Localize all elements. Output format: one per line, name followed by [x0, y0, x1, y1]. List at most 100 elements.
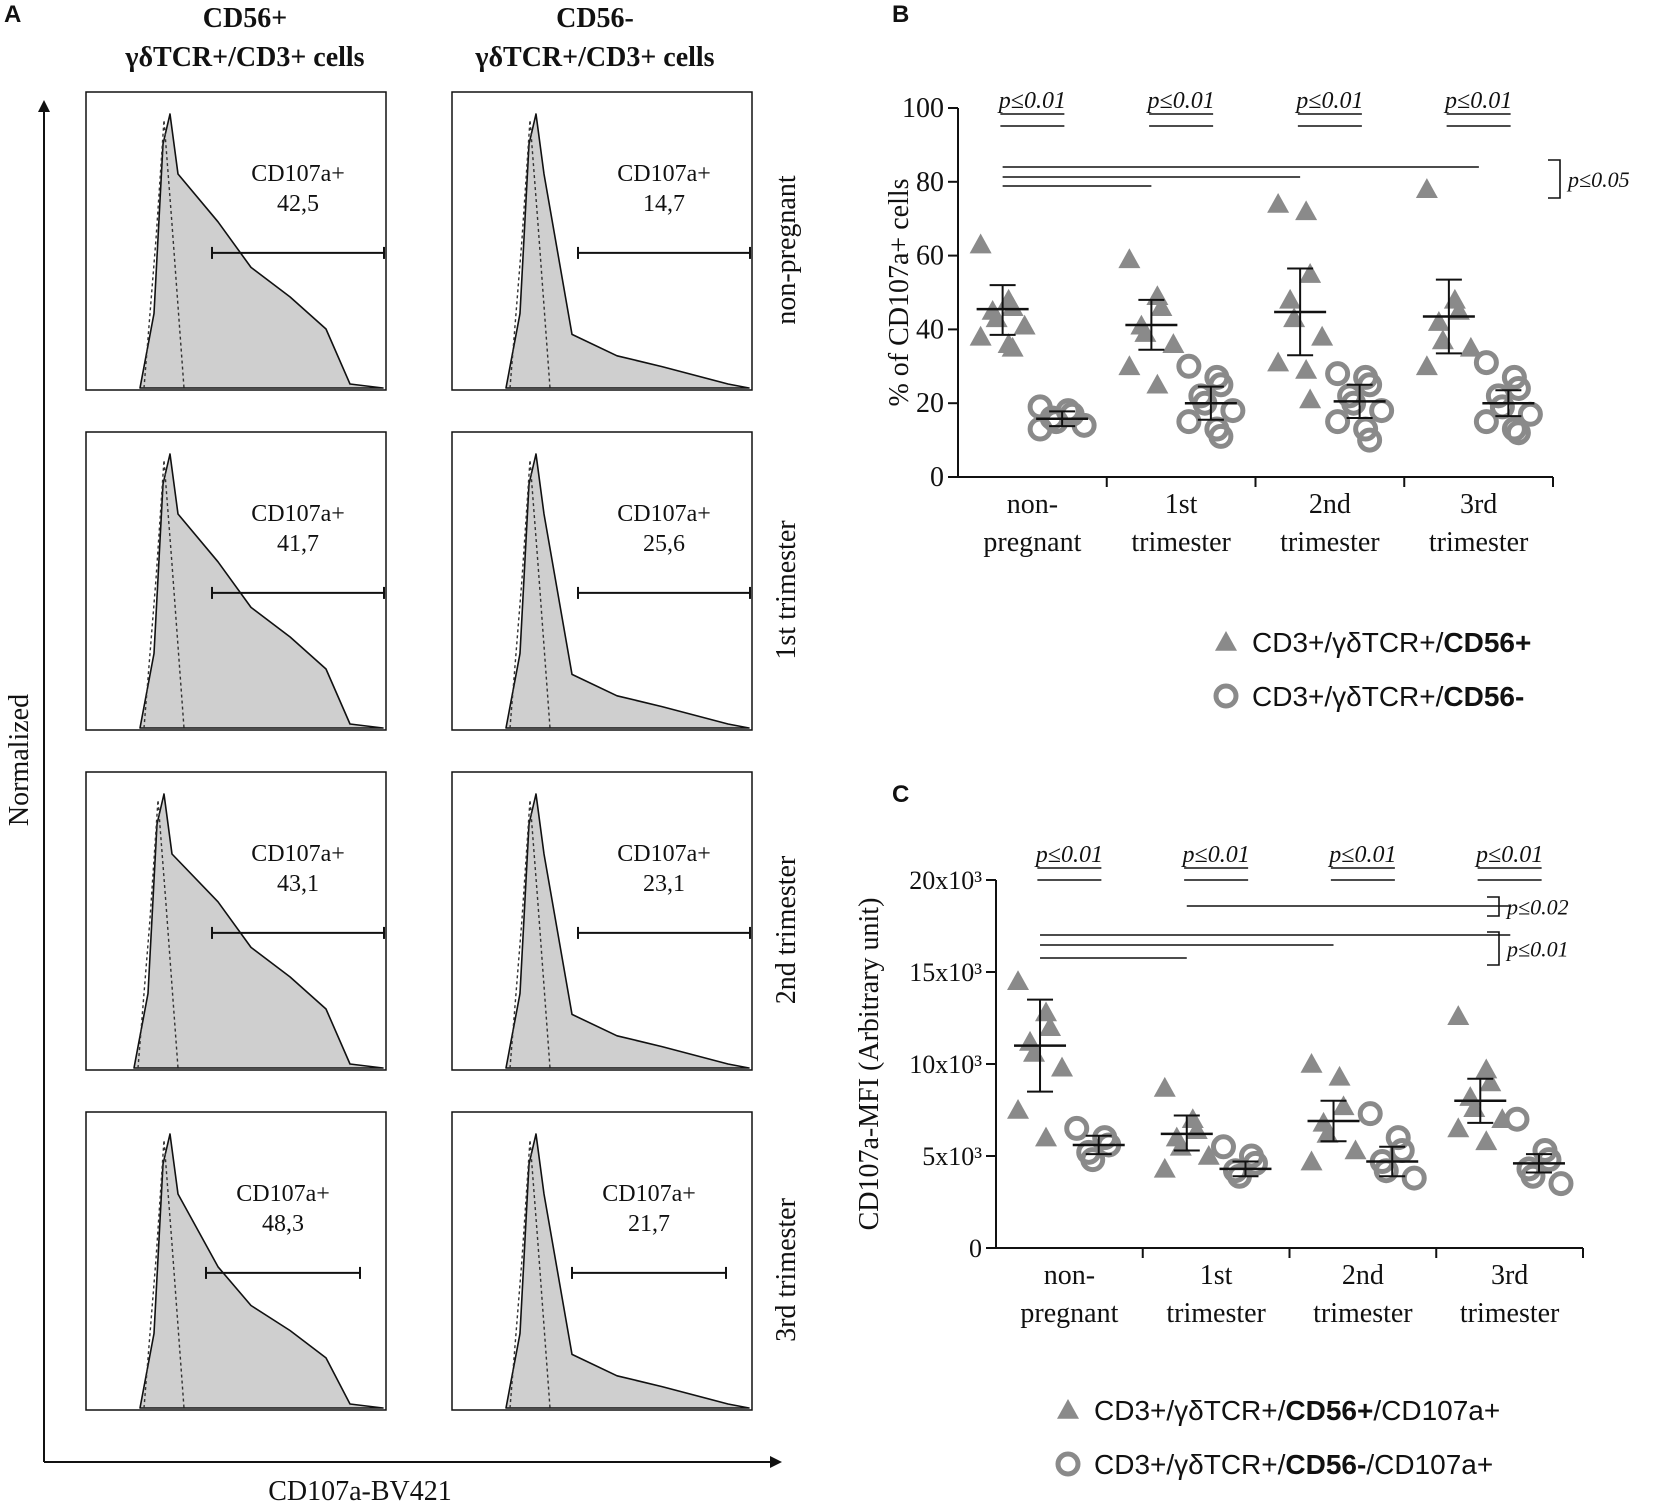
gate-value: 41,7	[277, 531, 319, 557]
x-category-label-line2: trimester	[1280, 527, 1380, 558]
data-point-circle	[1208, 423, 1234, 449]
data-point-triangle	[1300, 1150, 1323, 1171]
x-category-label-line1: non-	[1044, 1260, 1095, 1291]
data-point-triangle	[1150, 296, 1173, 317]
histogram-frame	[451, 1111, 753, 1411]
legend-label: CD3+/γδTCR+/CD56-	[1252, 681, 1524, 712]
gate-title: CD107a+	[251, 841, 345, 867]
panel-a: A CD56+ γδTCR+/CD3+ cells CD56- γδTCR+/C…	[4, 1, 802, 1507]
histogram-isotype-curve	[143, 119, 185, 389]
data-point-triangle	[1035, 1001, 1058, 1022]
col-header-cd56neg-line2: γδTCR+/CD3+ cells	[474, 42, 714, 73]
x-category-label-line2: trimester	[1460, 1298, 1560, 1329]
data-point-circle	[1176, 409, 1202, 435]
x-category-label-line1: 1st	[1200, 1260, 1233, 1291]
histogram-isotype-curve	[509, 459, 551, 729]
legend-circle-icon	[1055, 1451, 1081, 1477]
gate-value: 21,7	[628, 1211, 670, 1237]
x-category-label-line1: non-	[1007, 489, 1058, 520]
histogram-non-pregnant-cd56pos: CD107a+ 42,5	[85, 91, 387, 391]
significance-bracket	[1548, 159, 1561, 199]
y-tick-label: 100	[902, 93, 944, 124]
histogram-stained-curve	[133, 793, 384, 1069]
col-header-cd56neg-line1: CD56-	[556, 3, 634, 34]
x-axis-label: CD107a-BV421	[268, 1476, 452, 1507]
x-category-label-line2: trimester	[1166, 1298, 1266, 1329]
x-category-label-line2: trimester	[1429, 527, 1529, 558]
x-category-label-line1: 2nd	[1309, 489, 1351, 520]
data-point-triangle	[1475, 1130, 1498, 1151]
histogram-stained-curve	[139, 453, 384, 729]
pair-pvalue: p≤0.01	[1327, 842, 1396, 868]
row-label-non-pregnant: non-pregnant	[771, 175, 802, 325]
data-point-circle	[1504, 1106, 1530, 1132]
gate-value: 48,3	[262, 1211, 304, 1237]
data-point-circle	[1357, 427, 1383, 453]
histogram-stained-curve	[139, 113, 384, 389]
data-point-triangle	[1443, 288, 1466, 309]
legend-label: CD3+/γδTCR+/CD56+/CD107a+	[1094, 1395, 1500, 1426]
data-point-circle	[1357, 1101, 1383, 1127]
data-point-circle	[1341, 390, 1367, 416]
significance-bracket	[1487, 896, 1500, 917]
data-point-triangle	[1479, 1071, 1502, 1092]
data-point-triangle	[1153, 1076, 1176, 1097]
data-point-triangle	[1475, 1058, 1498, 1079]
legend-label: CD3+/γδTCR+/CD56+	[1252, 627, 1531, 658]
data-point-triangle	[1001, 336, 1024, 357]
data-point-triangle	[1146, 285, 1169, 305]
data-point-triangle	[1431, 329, 1454, 350]
data-point-triangle	[1295, 358, 1318, 379]
legend-circle-icon	[1213, 683, 1239, 709]
gate-title: CD107a+	[617, 841, 711, 867]
histogram-isotype-curve	[509, 799, 551, 1069]
pair-pvalue: p≤0.01	[1034, 842, 1103, 868]
legend-label-part: CD56-	[1285, 1449, 1366, 1480]
data-point-triangle	[1267, 192, 1290, 213]
data-point-triangle	[1447, 1117, 1470, 1138]
data-point-triangle	[1039, 1016, 1062, 1036]
bracket-pvalue: p≤0.02	[1505, 895, 1569, 920]
gate-title: CD107a+	[251, 161, 345, 187]
data-point-triangle	[1035, 1126, 1058, 1147]
data-point-circle	[1401, 1165, 1427, 1191]
data-point-circle	[1210, 1134, 1236, 1160]
y-tick-label: 5x10³	[922, 1142, 982, 1171]
histogram-frame	[451, 431, 753, 731]
histogram-frame	[451, 771, 753, 1071]
x-category-label-line2: pregnant	[1020, 1298, 1118, 1329]
histogram-isotype-curve	[143, 459, 185, 729]
panel-a-letter: A	[4, 1, 21, 28]
data-point-triangle	[1118, 248, 1141, 269]
histogram-2nd-trimester-cd56neg: CD107a+ 23,1	[451, 771, 753, 1071]
legend-label: CD3+/γδTCR+/CD56-/CD107a+	[1094, 1449, 1493, 1480]
gate-value: 42,5	[277, 191, 319, 217]
histogram-stained-curve	[505, 113, 750, 389]
gate-value: 25,6	[643, 531, 685, 557]
histogram-1st-trimester-cd56neg: CD107a+ 25,6	[451, 431, 753, 731]
data-point-circle	[1325, 409, 1351, 435]
legend-label-part: /CD107a+	[1373, 1395, 1500, 1426]
data-point-triangle	[1001, 296, 1024, 317]
legend-label-part: CD3+/γδTCR+/	[1094, 1395, 1286, 1426]
legend-entry-cd56neg: CD3+/γδTCR+/CD56-/CD107a+	[1055, 1449, 1493, 1480]
series-cd56neg	[1027, 350, 1543, 453]
histogram-non-pregnant-cd56neg: CD107a+ 14,7	[451, 91, 753, 391]
gate-value: 23,1	[643, 871, 685, 897]
data-point-triangle	[1427, 311, 1450, 331]
data-point-circle	[1208, 372, 1234, 398]
legend-label-part: CD56+	[1285, 1395, 1373, 1426]
data-point-circle	[1353, 416, 1379, 442]
legend-entry-cd56pos: CD3+/γδTCR+/CD56+	[1215, 627, 1531, 658]
bracket-pvalue: p≤0.01	[1505, 937, 1569, 962]
histogram-stained-curve	[505, 793, 750, 1069]
y-tick-label: 60	[916, 241, 944, 272]
pair-pvalue: p≤0.01	[1294, 88, 1363, 114]
x-category-label-line2: pregnant	[983, 527, 1081, 558]
x-category-label-line1: 3rd	[1491, 1260, 1528, 1291]
data-point-circle	[1473, 409, 1499, 435]
significance-bracket	[1487, 931, 1500, 966]
pair-pvalue: p≤0.01	[1474, 842, 1543, 868]
data-point-circle	[1176, 353, 1202, 379]
